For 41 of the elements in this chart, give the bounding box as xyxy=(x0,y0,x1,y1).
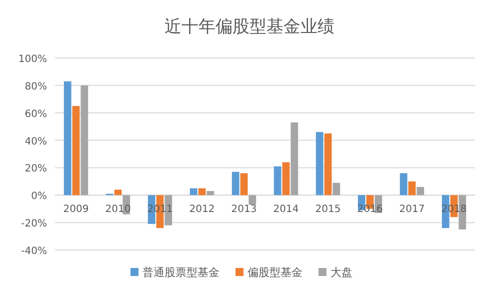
x-tick-label: 2010 xyxy=(105,204,131,216)
bar xyxy=(316,132,324,196)
bar xyxy=(332,182,340,196)
bar xyxy=(206,191,214,196)
x-tick-label: 2015 xyxy=(315,204,341,216)
x-tick-label: 2016 xyxy=(357,204,383,216)
bar xyxy=(232,172,240,196)
bar xyxy=(198,188,206,196)
y-tick-label: -20% xyxy=(21,218,47,230)
legend-label: 大盘 xyxy=(330,266,352,279)
y-tick-label: 20% xyxy=(24,164,47,175)
bar xyxy=(248,195,256,205)
bar xyxy=(72,106,80,196)
bar xyxy=(114,190,122,196)
y-tick-label: 100% xyxy=(18,54,47,65)
bar xyxy=(282,162,290,196)
bar xyxy=(400,173,408,196)
bar xyxy=(274,166,282,196)
legend-label: 偏股型基金 xyxy=(248,266,302,279)
y-tick-label: 40% xyxy=(24,136,47,148)
chart-title: 近十年偏股型基金业绩 xyxy=(164,17,334,37)
x-tick-label: 2011 xyxy=(147,204,173,216)
y-tick-label: 80% xyxy=(24,81,47,92)
x-tick-label: 2009 xyxy=(63,204,89,216)
x-tick-label: 2012 xyxy=(189,204,215,216)
y-tick-label: 0% xyxy=(31,191,47,202)
bar xyxy=(416,186,424,196)
legend-label: 普通股票型基金 xyxy=(142,266,220,279)
y-tick-label: 60% xyxy=(24,108,47,120)
y-tick-label: -40% xyxy=(21,246,47,257)
x-tick-label: 2018 xyxy=(441,204,467,216)
bar xyxy=(80,85,88,196)
bar xyxy=(240,173,248,196)
bar xyxy=(190,188,198,196)
x-tick-label: 2013 xyxy=(231,204,257,216)
x-tick-label: 2017 xyxy=(399,204,425,216)
x-tick-label: 2014 xyxy=(273,204,299,216)
bar xyxy=(408,181,416,196)
bar xyxy=(64,81,72,196)
bar xyxy=(324,133,332,196)
bar xyxy=(290,122,298,196)
